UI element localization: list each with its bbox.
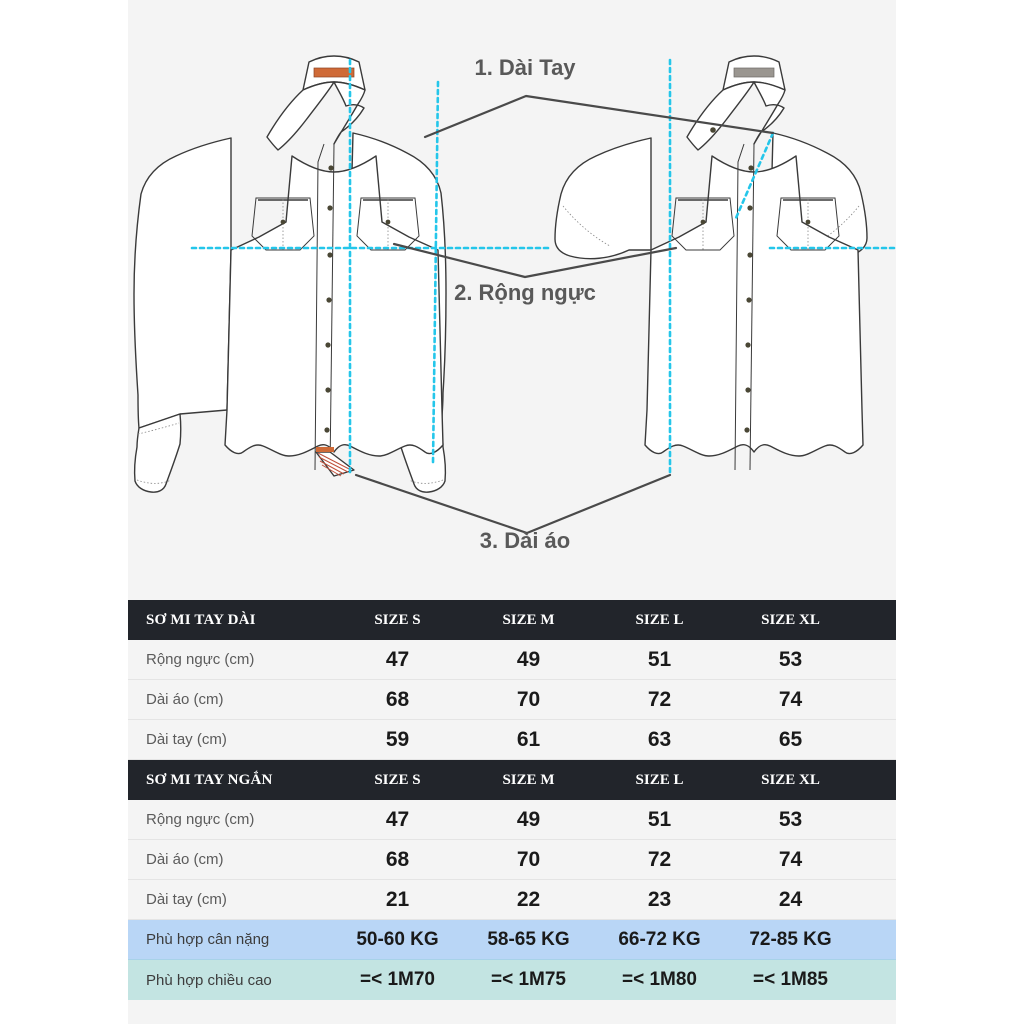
svg-text:3. Dài áo: 3. Dài áo <box>480 528 570 553</box>
svg-text:2. Rộng ngực: 2. Rộng ngực <box>454 280 596 305</box>
svg-text:1. Dài Tay: 1. Dài Tay <box>474 55 576 80</box>
